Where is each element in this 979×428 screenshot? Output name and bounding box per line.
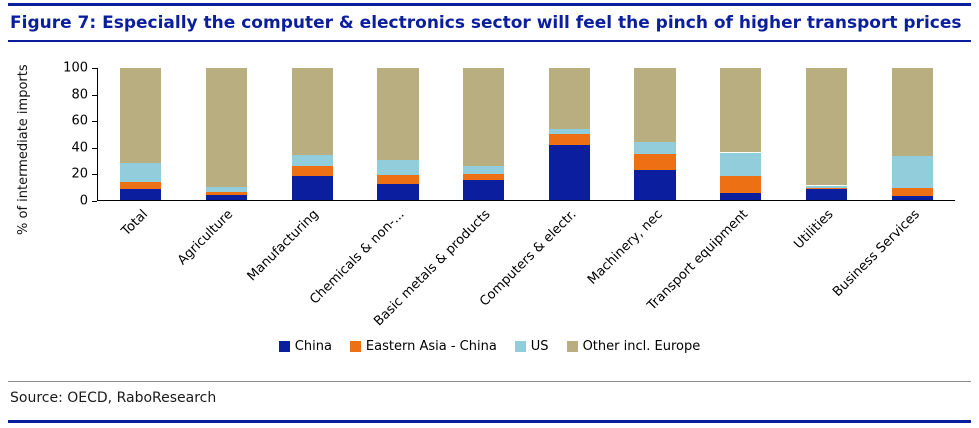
segment-china [720,193,762,200]
segment-china [891,196,933,200]
x-axis-label: Total [118,207,151,240]
x-axis-label: Manufacturing [244,207,323,285]
x-axis-label: Business Services [829,207,923,300]
legend-label: Other incl. Europe [582,339,701,354]
bar-5 [548,68,590,200]
segment-us [720,152,762,177]
segment-other-incl-europe [120,68,162,164]
legend-item-other-incl-europe: Other incl. Europe [566,339,701,354]
segment-eastern-asia-china [120,181,162,190]
source-divider [8,381,971,382]
y-axis-tick-label: 40 [71,140,88,156]
top-rule [8,3,971,6]
y-axis-tick-mark [92,147,97,149]
segment-eastern-asia-china [805,188,847,190]
y-axis-tick-label: 20 [71,166,88,182]
bar-3 [377,68,419,200]
legend-label: Eastern Asia - China [365,339,497,354]
segment-us [463,165,505,174]
segment-china [634,169,676,200]
y-axis-tick-mark [92,121,97,123]
bar-6 [634,68,676,200]
y-axis-tick-label: 0 [79,193,88,209]
segment-china [377,184,419,200]
segment-china [205,194,248,200]
figure-title: Figure 7: Especially the computer & elec… [10,13,962,33]
legend-swatch [349,341,361,352]
segment-other-incl-europe [891,68,933,157]
segment-us [120,163,162,182]
segment-eastern-asia-china [205,192,248,195]
y-axis-tick-marks [92,68,97,202]
segment-other-incl-europe [291,68,333,156]
segment-us [377,160,419,175]
legend-swatch [566,341,578,352]
bar-7 [720,68,762,200]
legend-item-eastern-asia-china: Eastern Asia - China [349,339,497,354]
segment-other-incl-europe [463,68,505,166]
x-axis-label: Chemicals & non-... [307,207,408,308]
segment-us [634,141,676,154]
y-axis-tick-mark [92,68,97,69]
segment-eastern-asia-china [720,176,762,194]
segment-eastern-asia-china [463,173,505,181]
bottom-rule [8,420,971,423]
title-rule [8,40,971,42]
legend-label: China [294,339,332,354]
segment-china [548,144,590,200]
segment-other-incl-europe [205,68,248,187]
segment-eastern-asia-china [377,174,419,185]
segment-other-incl-europe [377,68,419,161]
legend-label: US [530,339,549,354]
legend: China Eastern Asia - China US Other incl. E… [0,339,979,354]
segment-china [291,176,333,200]
segment-china [120,189,162,200]
segment-other-incl-europe [720,68,762,153]
bar-8 [805,68,847,200]
y-axis-tick-labels: 0 20 40 60 80 100 [0,61,88,209]
segment-eastern-asia-china [634,153,676,170]
bar-1 [205,68,248,200]
segment-us [548,128,590,134]
segment-other-incl-europe [634,68,676,142]
segment-eastern-asia-china [548,134,590,145]
x-axis-label: Agriculture [175,207,237,269]
segment-eastern-asia-china [291,165,333,177]
x-axis-label: Computers & electr. [477,207,580,310]
y-axis-tick-mark [92,174,97,176]
legend-item-china: China [278,339,332,354]
segment-other-incl-europe [805,68,847,186]
segment-china [463,180,505,200]
plot-area [97,68,955,201]
segment-other-incl-europe [548,68,590,129]
bar-4 [463,68,505,200]
y-axis-tick-label: 80 [71,87,88,103]
segment-us [891,156,933,189]
x-axis-label: Utilities [791,207,837,253]
segment-eastern-asia-china [891,188,933,197]
bar-2 [291,68,333,200]
y-axis-tick-label: 100 [63,60,88,76]
segment-china [805,189,847,200]
bar-9 [891,68,933,200]
bar-0 [120,68,162,200]
y-axis-tick-mark [92,201,97,202]
y-axis-tick-mark [92,94,97,96]
legend-swatch [278,341,290,352]
segment-us [291,155,333,166]
x-axis-label: Machinery, nec [584,207,666,288]
legend-swatch [514,341,526,352]
y-axis-tick-label: 60 [71,113,88,129]
segment-us [805,185,847,189]
source-text: Source: OECD, RaboResearch [10,390,217,406]
x-axis-labels: Total Agriculture Manufacturing Chemicals &… [97,205,955,335]
segment-us [205,186,248,193]
legend-item-us: US [514,339,549,354]
x-axis-label: Transport equipment [644,207,752,314]
